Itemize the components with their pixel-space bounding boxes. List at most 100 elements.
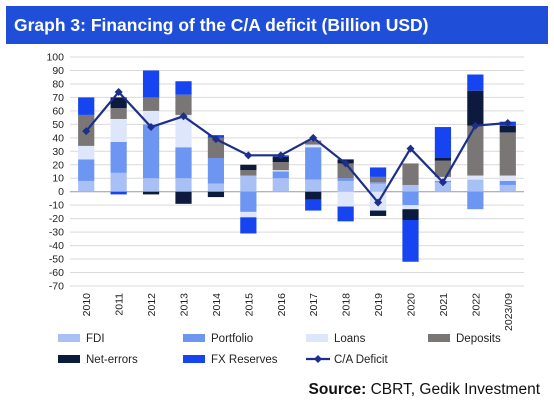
bar-fx-reserves — [240, 217, 257, 234]
bar-portfolio — [467, 191, 484, 210]
bar-fdi — [142, 178, 160, 192]
ca-deficit-marker — [276, 151, 285, 160]
bar-fdi — [499, 184, 516, 192]
y-tick-label: 90 — [52, 65, 64, 77]
ca-deficit-marker — [406, 144, 415, 153]
bar-portfolio — [272, 171, 289, 179]
ca-deficit-marker — [114, 88, 123, 97]
ca-deficit-marker — [244, 151, 253, 160]
x-tick-label: 2022 — [470, 293, 482, 317]
x-tick-label: 2014 — [211, 293, 223, 317]
x-tick-label: 2019 — [373, 293, 385, 317]
legend-swatch — [306, 334, 328, 342]
ca-deficit-marker — [341, 159, 350, 168]
bar-fdi — [240, 175, 257, 192]
chart-title-bar: Graph 3: Financing of the C/A deficit (B… — [6, 6, 548, 44]
ca-deficit-marker — [471, 121, 480, 130]
legend-label: Deposits — [456, 333, 501, 345]
bar-loans — [78, 145, 95, 160]
bar-loans — [499, 175, 516, 181]
y-tick-label: 40 — [52, 132, 64, 144]
x-tick-label: 2018 — [341, 293, 353, 317]
legend-swatch — [183, 355, 205, 363]
bar-fx-reserves — [305, 199, 322, 211]
y-tick-label: -30 — [49, 227, 64, 239]
x-tick-label: 2017 — [308, 293, 320, 317]
x-tick-label: 2023/09 — [503, 293, 515, 331]
x-tick-label: 2010 — [81, 293, 93, 317]
bar-deposits — [240, 170, 257, 176]
bar-fdi — [272, 178, 289, 192]
bar-loans — [240, 211, 257, 218]
legend-label: FDI — [86, 333, 105, 345]
bar-loans — [142, 110, 160, 125]
ca-deficit-marker — [211, 135, 220, 144]
bar-fdi — [337, 180, 354, 192]
bar-loans — [175, 114, 192, 148]
y-tick-label: 60 — [52, 105, 64, 117]
bar-fx-reserves — [434, 127, 452, 159]
bar-deposits — [305, 140, 322, 145]
bar-portfolio — [207, 158, 225, 184]
bar-loans — [272, 170, 289, 172]
bar-fdi — [369, 183, 387, 192]
ca-deficit-marker — [147, 123, 156, 132]
bar-fdi — [305, 179, 322, 192]
x-tick-label: 2016 — [276, 293, 288, 317]
y-tick-label: 10 — [52, 173, 64, 185]
bar-net-errors — [402, 209, 419, 220]
bar-deposits — [499, 132, 516, 176]
x-tick-label: 2021 — [438, 293, 450, 317]
bar-deposits — [175, 94, 192, 115]
bar-portfolio — [499, 180, 516, 185]
bar-portfolio — [78, 159, 95, 181]
bar-fdi — [78, 180, 95, 192]
bar-deposits — [272, 162, 289, 171]
bar-net-errors — [175, 191, 192, 204]
x-tick-label: 2012 — [146, 293, 158, 317]
legend-swatch — [183, 334, 205, 342]
bar-deposits — [142, 97, 160, 111]
bar-fx-reserves — [175, 81, 192, 95]
legend-line-marker — [314, 355, 322, 363]
bar-net-errors — [467, 90, 484, 126]
bar-fdi — [402, 184, 419, 192]
bar-deposits — [402, 163, 419, 185]
bar-portfolio — [240, 191, 257, 212]
bar-portfolio — [110, 141, 127, 173]
ca-deficit-marker — [309, 133, 318, 142]
ca-deficit-marker — [503, 119, 512, 128]
bar-net-errors — [142, 191, 160, 195]
bar-fx-reserves — [337, 206, 354, 222]
legend-label: C/A Deficit — [334, 354, 388, 366]
bar-net-errors — [207, 191, 225, 198]
bar-loans — [305, 144, 322, 148]
bar-deposits — [207, 137, 225, 159]
legend-swatch — [428, 334, 450, 342]
ca-deficit-marker — [438, 178, 447, 187]
legend-label: Loans — [334, 333, 366, 345]
bar-portfolio — [337, 178, 354, 181]
bar-loans — [110, 118, 127, 142]
bar-fdi — [110, 172, 127, 192]
bar-net-errors — [110, 97, 127, 109]
ca-deficit-marker — [179, 112, 188, 121]
y-tick-label: 0 — [58, 186, 64, 198]
bar-fx-reserves — [78, 97, 95, 115]
chart-title: Graph 3: Financing of the C/A deficit (B… — [14, 15, 429, 35]
x-tick-label: 2020 — [406, 293, 418, 317]
y-tick-label: 100 — [46, 52, 64, 64]
y-tick-label: -70 — [49, 281, 64, 293]
y-tick-label: 80 — [52, 78, 64, 90]
bar-net-errors — [240, 164, 257, 171]
y-tick-label: 70 — [52, 92, 64, 104]
source-text: CBRT, Gedik Investment — [370, 381, 540, 398]
y-tick-label: 50 — [52, 119, 64, 131]
y-tick-label: 30 — [52, 146, 64, 158]
x-tick-label: 2011 — [114, 293, 126, 316]
legend-label: Net-errors — [86, 354, 138, 366]
bar-net-errors — [272, 156, 289, 163]
legend-label: Portfolio — [211, 333, 253, 345]
bar-loans — [467, 175, 484, 180]
bar-deposits — [369, 176, 387, 183]
